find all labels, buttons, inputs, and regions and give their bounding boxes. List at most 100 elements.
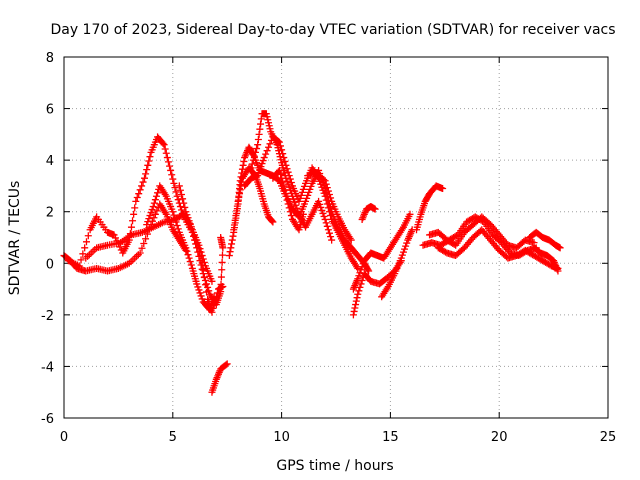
series-arc-5 [175, 182, 216, 285]
data-point [327, 233, 335, 241]
series-arc-4 [143, 182, 218, 314]
data-point [284, 168, 292, 176]
data-point [280, 154, 288, 162]
data-point [364, 266, 372, 274]
data-point [280, 182, 288, 190]
data-point [146, 153, 154, 161]
y-tick-label: 0 [46, 257, 54, 272]
data-point [182, 244, 190, 252]
data-point [166, 162, 174, 170]
data-point [357, 266, 365, 274]
data-point [186, 258, 194, 266]
data-point [217, 280, 225, 288]
y-tick-label: -4 [41, 360, 54, 375]
data-point [172, 218, 180, 226]
data-point [163, 154, 171, 162]
data-point [228, 240, 236, 248]
data-point [195, 286, 203, 294]
data-point [143, 221, 151, 229]
data-point [180, 199, 188, 207]
data-point [198, 295, 206, 303]
data-point [275, 166, 283, 174]
data-point [398, 251, 406, 259]
series-arc-6 [208, 360, 231, 396]
series-arc-17 [413, 182, 447, 234]
data-point [144, 218, 152, 226]
data-point [265, 143, 273, 151]
series-arc-15 [358, 203, 379, 223]
data-point [255, 169, 263, 177]
y-tick-label: -6 [41, 412, 54, 427]
data-point [260, 154, 268, 162]
data-point [257, 115, 265, 123]
data-point [144, 161, 152, 169]
data-point [176, 186, 184, 194]
data-point [169, 175, 177, 183]
data-point [240, 157, 248, 165]
data-point [168, 171, 176, 179]
series-arc-19 [426, 213, 538, 252]
data-point [262, 150, 270, 158]
data-point [292, 201, 300, 209]
data-point [199, 255, 207, 263]
data-point [173, 192, 181, 200]
data-point [232, 212, 240, 220]
data-point [248, 160, 256, 168]
data-point [263, 113, 271, 121]
data-point [282, 161, 290, 169]
x-tick-label: 25 [600, 430, 617, 445]
data-point [142, 235, 150, 243]
y-tick-label: 2 [46, 206, 54, 221]
data-point [350, 307, 358, 315]
data-point [352, 297, 360, 305]
data-point [210, 293, 218, 301]
data-point [235, 194, 243, 202]
data-point [254, 136, 262, 144]
data-point [203, 280, 211, 288]
data-point [148, 206, 156, 214]
series-arc-13 [349, 257, 405, 319]
data-point [268, 217, 276, 225]
data-point [194, 283, 202, 291]
series-arc-21 [526, 228, 564, 252]
data-point [141, 174, 149, 182]
data-point [278, 174, 286, 182]
data-point [184, 251, 192, 259]
data-point [251, 148, 259, 156]
data-point [286, 175, 294, 183]
data-point [175, 182, 183, 190]
series-arc-14 [349, 210, 414, 293]
data-point [328, 236, 336, 244]
data-point [181, 203, 189, 211]
data-point [149, 203, 157, 211]
data-point [354, 290, 362, 298]
data-point [178, 191, 186, 199]
data-point [353, 294, 361, 302]
data-point [147, 209, 155, 217]
data-point [285, 172, 293, 180]
data-point [556, 244, 564, 252]
data-point [322, 219, 330, 227]
x-tick-label: 0 [60, 430, 68, 445]
data-point [226, 248, 234, 256]
data-point [162, 149, 170, 157]
data-point [133, 194, 141, 202]
data-point [402, 242, 410, 250]
data-point [131, 204, 139, 212]
data-point [193, 280, 201, 288]
data-point [307, 182, 315, 190]
data-point [355, 287, 363, 295]
data-point [223, 360, 231, 368]
data-point [347, 236, 355, 244]
data-point [159, 139, 167, 147]
data-point [151, 210, 159, 218]
data-point [218, 266, 226, 274]
data-point [153, 207, 161, 215]
data-point [320, 175, 328, 183]
data-point [195, 241, 203, 249]
data-point [142, 170, 150, 178]
x-tick-label: 10 [273, 430, 290, 445]
data-point [195, 252, 203, 260]
data-point [291, 198, 299, 206]
data-point [227, 244, 235, 252]
